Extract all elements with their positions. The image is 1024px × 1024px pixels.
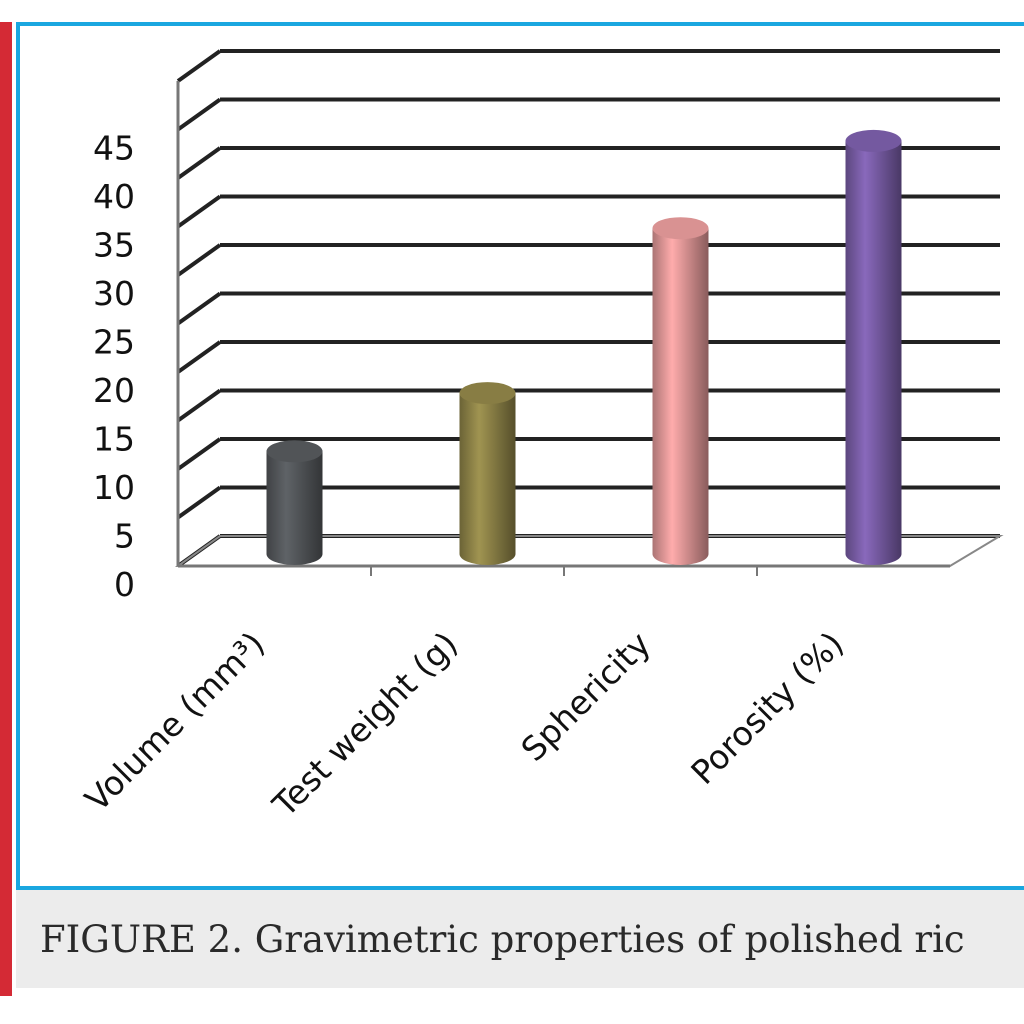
bar-top xyxy=(652,217,709,240)
side-wall-line xyxy=(176,194,222,229)
side-wall-line xyxy=(176,146,222,180)
bar-3 xyxy=(652,217,709,565)
side-wall-line xyxy=(176,437,222,471)
bar-body xyxy=(845,140,902,565)
y-tick-label: 0 xyxy=(114,565,135,604)
bar-top xyxy=(845,129,902,152)
x-axis-labels: Volume (mm³)Test weight (g) Sphericity Por… xyxy=(77,624,851,825)
side-wall-line xyxy=(176,49,222,83)
bar-body xyxy=(266,451,323,565)
x-tick-label: Volume (mm³) xyxy=(77,624,272,819)
x-tick-label: Test weight (g) xyxy=(264,624,465,825)
bar-body xyxy=(459,393,516,565)
y-tick-label: 30 xyxy=(93,274,135,313)
side-wall-line xyxy=(176,97,222,132)
x-tick-label: Porosity (%) xyxy=(683,624,851,792)
x-tick-label: Sphericity xyxy=(513,624,658,769)
bar-1 xyxy=(266,440,323,565)
y-tick-label: 35 xyxy=(93,226,135,265)
bar-body xyxy=(652,228,709,565)
y-tick-label: 45 xyxy=(93,129,135,168)
y-tick-label: 25 xyxy=(93,323,135,362)
figure-caption-box: FIGURE 2. Gravimetric properties of poli… xyxy=(16,886,1024,988)
y-tick-label: 20 xyxy=(93,371,135,410)
left-accent-bar xyxy=(0,22,12,996)
bar-2 xyxy=(459,382,516,565)
y-tick-label: 5 xyxy=(114,517,135,556)
y-tick-label: 15 xyxy=(93,420,135,459)
side-wall-line xyxy=(176,485,222,520)
y-tick-label: 10 xyxy=(93,468,135,507)
y-tick-label: 40 xyxy=(93,177,135,216)
bar-top xyxy=(266,440,323,463)
bar-top xyxy=(459,382,516,405)
side-wall-line xyxy=(176,388,222,423)
figure-caption: FIGURE 2. Gravimetric properties of poli… xyxy=(40,918,965,961)
side-wall-line xyxy=(176,243,222,277)
y-axis-ticks: 0 5 10 15 20 25 30 35 40 45 xyxy=(93,129,135,605)
bars xyxy=(266,129,902,565)
bar-4 xyxy=(845,129,902,565)
axes xyxy=(174,81,1004,576)
side-wall-line xyxy=(176,291,222,326)
side-wall-line xyxy=(176,340,222,374)
